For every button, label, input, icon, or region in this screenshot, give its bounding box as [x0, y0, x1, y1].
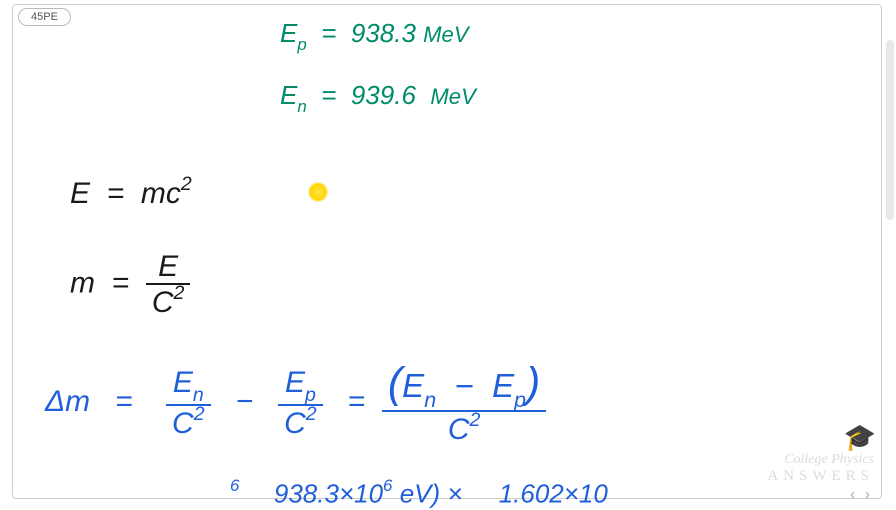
rhs-mc: mc [141, 177, 181, 210]
watermark: 🎓 College Physics ANSWERS [767, 424, 874, 485]
sub-p: p [297, 35, 306, 54]
t3-Eb: E [492, 367, 514, 404]
t2-den: C2 [278, 406, 323, 440]
equals-1: = [115, 385, 133, 418]
t3-num: (En − Ep) [382, 360, 546, 410]
denominator: C2 [146, 285, 191, 319]
t1-den-sup: 2 [194, 403, 205, 425]
t2-den-base: C [284, 407, 306, 440]
lhs-m: m [70, 266, 95, 299]
equation-partial: 6 938.3×106 eV) × 1.602×10 [230, 478, 608, 510]
value: 938.3 [351, 18, 416, 48]
term1-frac: En C2 [166, 366, 211, 440]
equation-delta-m: Δm = En C2 − Ep C2 = (En − Ep) C2 [45, 360, 546, 446]
scrollbar[interactable] [886, 40, 894, 220]
prev-button[interactable]: ‹ [850, 486, 865, 503]
sub-n: n [297, 97, 306, 116]
numerator: E [152, 250, 184, 283]
t2-E: E [285, 366, 305, 399]
equals: = [321, 18, 336, 48]
cursor-highlight-icon [308, 182, 328, 202]
t1-E: E [173, 366, 193, 399]
equation-m: m = E C2 [70, 250, 190, 319]
nav-controls: ‹› [850, 486, 880, 503]
term3-frac: (En − Ep) C2 [382, 360, 546, 446]
p-seg3: eV) × [400, 479, 463, 509]
paren-close: ) [526, 359, 540, 407]
badge-label: 45PE [31, 11, 58, 23]
term2-frac: Ep C2 [278, 366, 323, 440]
t3-sub-b: p [514, 388, 526, 412]
equation-emc2: E = mc2 [70, 175, 192, 211]
unit: MeV [423, 22, 468, 47]
equals: = [107, 177, 125, 210]
t2-den-sup: 2 [306, 403, 317, 425]
p-seg2: 938.3×10 [274, 479, 383, 509]
t1-num: En [167, 366, 210, 404]
den-sup: 2 [174, 282, 185, 304]
equation-ep: Ep = 938.3 MeV [280, 18, 469, 53]
lhs-E: E [70, 177, 90, 210]
var-E: E [280, 18, 297, 48]
t1-den-base: C [172, 407, 194, 440]
t3-sub-a: n [424, 388, 436, 412]
equals-2: = [348, 385, 366, 418]
t3-den-sup: 2 [470, 409, 481, 431]
fraction: E C2 [146, 250, 191, 319]
wm-line1: College Physics [784, 452, 874, 467]
den-base: C [152, 286, 174, 319]
paren-open: ( [388, 359, 402, 407]
var-E: E [280, 80, 297, 110]
next-button[interactable]: › [865, 486, 880, 503]
unit: MeV [430, 84, 475, 109]
p-sup2: 6 [383, 476, 392, 495]
graduation-cap-icon: 🎓 [767, 424, 874, 451]
equals: = [321, 80, 336, 110]
minus: − [236, 385, 254, 418]
t1-den: C2 [166, 406, 211, 440]
wm-line2: ANSWERS [767, 468, 874, 484]
problem-badge: 45PE [18, 8, 71, 26]
p-seg4: 1.602×10 [499, 479, 608, 509]
equals: = [112, 266, 130, 299]
var-m: m [65, 385, 90, 418]
p-sup1: 6 [230, 476, 239, 495]
t3-den-base: C [448, 413, 470, 446]
t2-num: Ep [279, 366, 322, 404]
t3-den: C2 [442, 412, 487, 446]
delta: Δ [45, 385, 65, 418]
t3-minus: − [454, 367, 473, 404]
value: 939.6 [351, 80, 416, 110]
sup-2: 2 [181, 173, 192, 195]
equation-en: En = 939.6 MeV [280, 80, 476, 115]
t3-Ea: E [402, 367, 424, 404]
